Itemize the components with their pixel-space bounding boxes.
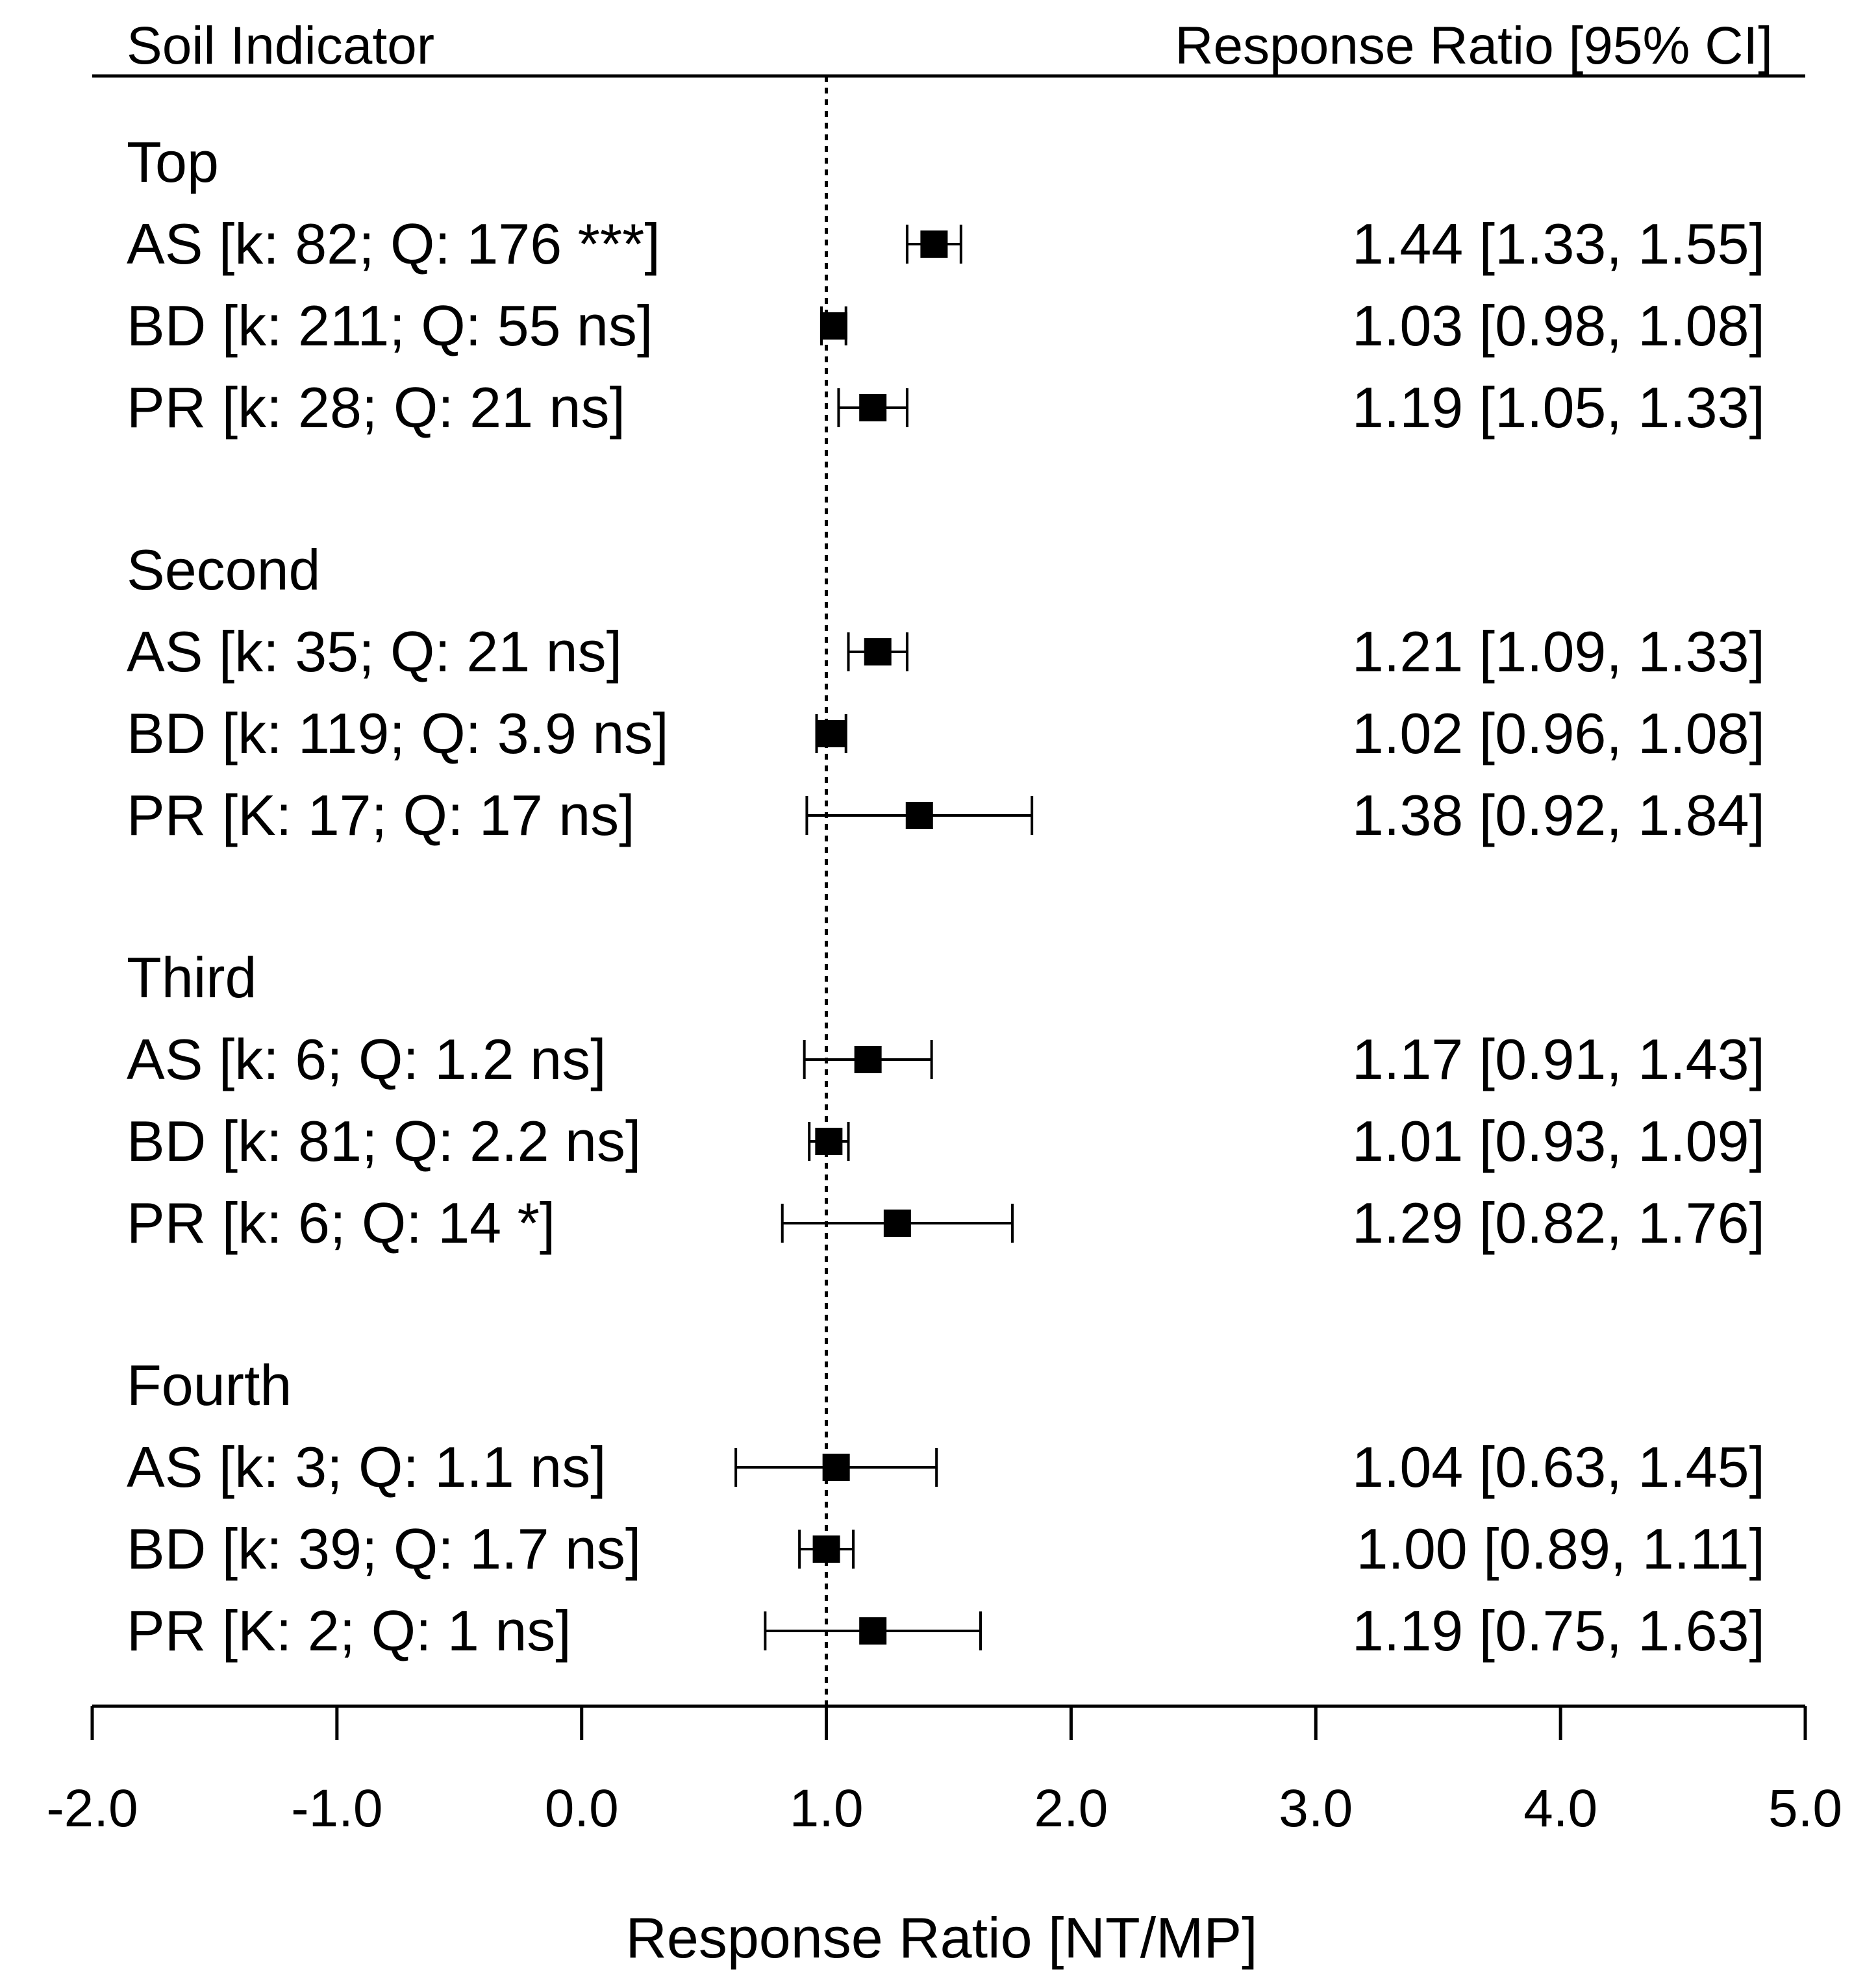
x-tick-label: 0.0 (545, 1779, 619, 1838)
row-value: 1.00 [0.89, 1.11] (1356, 1517, 1765, 1581)
group-label: Second (127, 538, 320, 602)
estimate-marker (864, 638, 892, 665)
row-value: 1.38 [0.92, 1.84] (1352, 783, 1765, 847)
x-axis-title: Response Ratio [NT/MP] (625, 1906, 1257, 1970)
row-value: 1.19 [0.75, 1.63] (1352, 1598, 1765, 1663)
row-label: PR [k: 28; Q: 21 ns] (127, 375, 625, 440)
estimate-marker (920, 230, 948, 258)
row-value: 1.01 [0.93, 1.09] (1352, 1109, 1765, 1173)
estimate-marker (905, 802, 933, 829)
x-tick-label: -1.0 (291, 1779, 382, 1838)
row-value: 1.17 [0.91, 1.43] (1352, 1027, 1765, 1091)
row-value: 1.19 [1.05, 1.33] (1352, 375, 1765, 440)
row-value: 1.44 [1.33, 1.55] (1352, 212, 1765, 276)
row-value: 1.04 [0.63, 1.45] (1352, 1435, 1765, 1499)
row-label: AS [k: 3; Q: 1.1 ns] (127, 1435, 607, 1499)
estimate-marker (812, 1535, 840, 1563)
x-tick-label: 5.0 (1768, 1779, 1842, 1838)
header-soil-indicator: Soil Indicator (127, 16, 434, 75)
row-label: PR [k: 6; Q: 14 *] (127, 1191, 555, 1255)
row-value: 1.21 [1.09, 1.33] (1352, 619, 1765, 684)
row-value: 1.29 [0.82, 1.76] (1352, 1191, 1765, 1255)
x-tick-label: 2.0 (1034, 1779, 1108, 1838)
row-label: BD [k: 81; Q: 2.2 ns] (127, 1109, 641, 1173)
row-label: PR [K: 17; Q: 17 ns] (127, 783, 635, 847)
estimate-marker (820, 312, 847, 340)
x-tick-label: 3.0 (1279, 1779, 1353, 1838)
x-tick-label: 1.0 (790, 1779, 864, 1838)
row-label: BD [k: 211; Q: 55 ns] (127, 293, 653, 358)
x-axis: -2.0 -1.0 0.0 1.0 2.0 3.0 4.0 5.0 (46, 1704, 1842, 1838)
estimate-marker (859, 394, 887, 421)
row-label: AS [k: 6; Q: 1.2 ns] (127, 1027, 607, 1091)
header-response-ratio-ci: Response Ratio [95% CI] (1175, 16, 1773, 75)
group-label: Fourth (127, 1353, 292, 1417)
x-tick-label: 4.0 (1523, 1779, 1597, 1838)
estimate-marker (815, 1128, 843, 1155)
x-tick-label: -2.0 (46, 1779, 138, 1838)
estimate-marker (883, 1210, 911, 1237)
estimate-marker (818, 720, 845, 747)
estimate-marker (822, 1454, 850, 1481)
row-value: 1.03 [0.98, 1.08] (1352, 293, 1765, 358)
group-label: Third (127, 945, 257, 1010)
estimate-marker (859, 1617, 887, 1645)
row-label: PR [K: 2; Q: 1 ns] (127, 1598, 571, 1663)
row-label: AS [k: 82; Q: 176 ***] (127, 212, 660, 276)
estimate-marker (854, 1046, 882, 1073)
row-label: BD [k: 39; Q: 1.7 ns] (127, 1517, 641, 1581)
row-label: BD [k: 119; Q: 3.9 ns] (127, 701, 669, 765)
rows-layer: Top AS [k: 82; Q: 176 ***] 1.44 [1.33, 1.5… (127, 130, 1765, 1663)
group-label: Top (127, 130, 219, 194)
row-label: AS [k: 35; Q: 21 ns] (127, 619, 622, 684)
row-value: 1.02 [0.96, 1.08] (1352, 701, 1765, 765)
